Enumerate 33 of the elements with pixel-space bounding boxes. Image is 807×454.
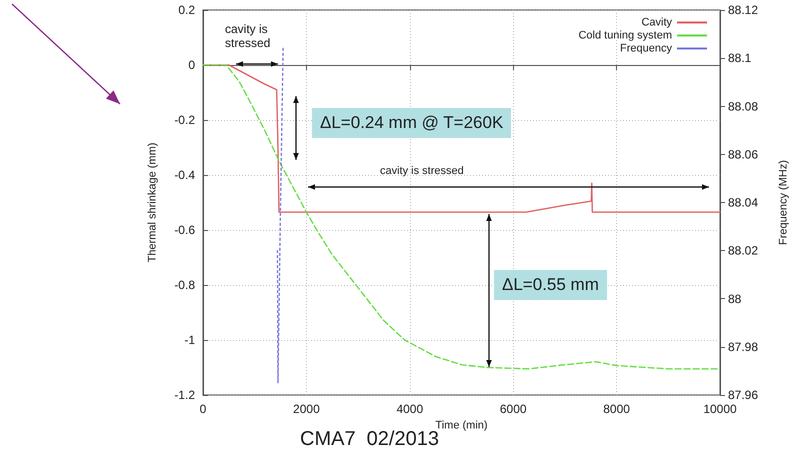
y-tick-label: -0.2	[174, 113, 196, 127]
legend-label: Cavity	[641, 16, 672, 28]
y2-tick-label: 87.96	[728, 388, 758, 402]
y-tick-label: -1.2	[174, 388, 196, 402]
annotation: ΔL=0.24 mm @ T=260K	[312, 108, 512, 138]
annotation: cavity is stressed	[225, 22, 272, 51]
x-tick-label: 10000	[703, 402, 738, 416]
y2-axis-title: Frequency (MHz)	[778, 160, 790, 245]
annotation: cavity is stressed	[380, 165, 464, 177]
y-tick-label: -0.8	[174, 278, 196, 292]
y2-tick-label: 88	[728, 292, 742, 306]
x-tick-label: 2000	[293, 402, 320, 416]
y-tick-label: 0.2	[178, 3, 196, 17]
annotation: ΔL=0.55 mm	[494, 270, 607, 300]
x-tick-label: 4000	[396, 402, 424, 416]
y2-tick-label: 88.12	[728, 3, 758, 17]
legend-label: Cold tuning system	[578, 30, 672, 42]
y2-tick-label: 88.06	[728, 147, 758, 162]
y2-tick-label: 88.08	[728, 99, 758, 114]
y2-tick-label: 88.02	[728, 244, 758, 258]
line-series	[276, 45, 284, 384]
y2-tick-label: 88.1	[728, 51, 752, 66]
y-tick-label: -0.4	[174, 168, 196, 182]
y-tick-label: 0	[188, 58, 196, 72]
y-tick-label: -1	[184, 333, 196, 347]
x-tick-label: 8000	[603, 402, 630, 416]
x-tick-label: 0	[200, 402, 207, 416]
y2-tick-label: 87.98	[728, 340, 758, 354]
y2-tick-label: 88.04	[728, 196, 758, 210]
legend-label: Frequency	[620, 42, 672, 54]
y-axis-title: Thermal shrinkage (mm)	[146, 142, 158, 262]
y-tick-label: -0.6	[174, 223, 196, 237]
x-tick-label: 6000	[500, 402, 527, 416]
